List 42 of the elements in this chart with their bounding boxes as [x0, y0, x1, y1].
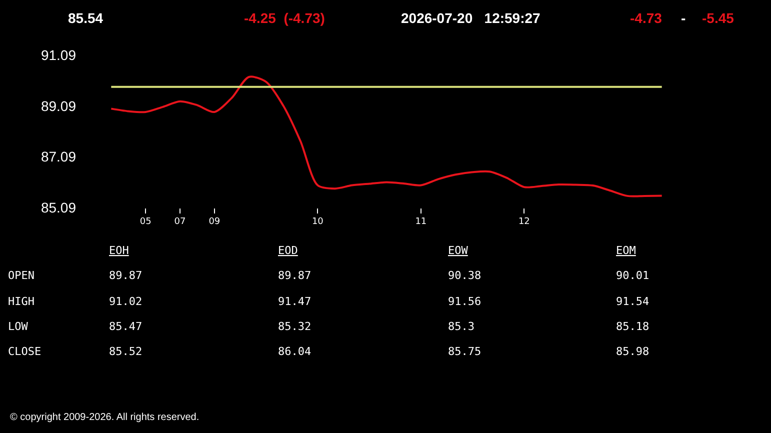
text: 85.54	[68, 10, 104, 26]
text: EOD	[278, 244, 298, 257]
text: 85.32	[278, 320, 312, 333]
text: EOW	[448, 244, 468, 257]
text: 90.01	[616, 269, 650, 282]
text: 89.87	[109, 269, 142, 282]
x-tick-label: 11	[415, 217, 427, 228]
y-tick-label: 85.09	[40, 199, 76, 216]
text: 85.47	[109, 320, 142, 333]
text: 85.75	[448, 345, 482, 358]
text: CLOSE	[8, 345, 42, 358]
text: EOH	[109, 244, 129, 257]
text: 85.3	[448, 320, 474, 333]
x-tick-label: 07	[174, 217, 186, 228]
text: -5.45	[702, 10, 734, 26]
text: 89.87	[278, 269, 312, 282]
text: LOW	[8, 320, 28, 333]
text: EOM	[616, 244, 636, 257]
x-tick-label: 12	[518, 217, 530, 228]
text: 91.56	[448, 295, 482, 308]
text: © copyright 2009-2026. All rights reserved.	[10, 412, 200, 423]
text: 85.52	[109, 345, 142, 358]
text: -4.25 (-4.73)	[244, 10, 325, 26]
text: OPEN	[8, 269, 34, 282]
text: 85.98	[616, 345, 650, 358]
text: 91.54	[616, 295, 650, 308]
text: 91.47	[278, 295, 312, 308]
y-tick-label: 89.09	[40, 98, 76, 114]
text: 86.04	[278, 345, 312, 358]
text: -	[681, 10, 686, 26]
y-tick-label: 91.09	[40, 47, 76, 64]
y-tick-label: 87.09	[40, 148, 76, 165]
text: 85.18	[616, 320, 650, 333]
x-tick-label: 05	[140, 217, 152, 228]
text: -4.73	[630, 10, 662, 26]
text: 91.02	[109, 295, 142, 308]
line-series	[111, 76, 662, 198]
x-tick-label: 10	[312, 217, 324, 228]
text: HIGH	[8, 295, 34, 308]
text: 90.38	[448, 269, 482, 282]
x-tick-label: 09	[208, 217, 220, 228]
text: 2026-07-20 12:59:27	[401, 10, 541, 26]
